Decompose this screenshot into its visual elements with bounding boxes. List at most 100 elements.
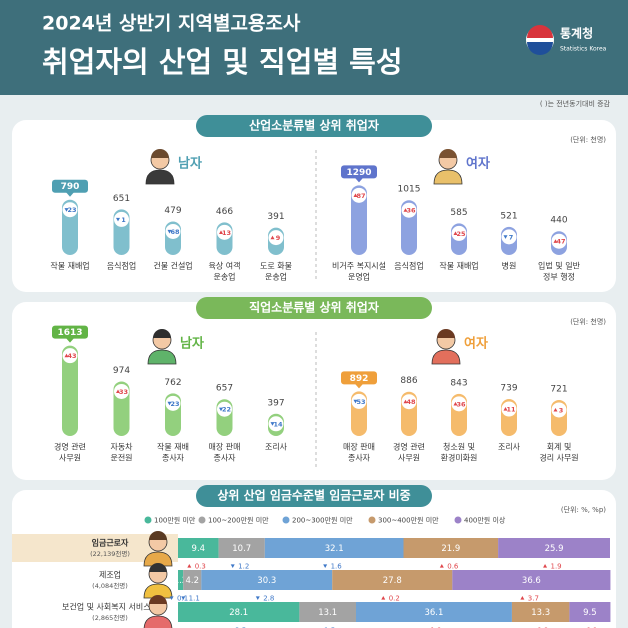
segment-label: 25.9: [545, 544, 564, 554]
change-arrow: [353, 193, 358, 197]
value-label: 657: [216, 384, 233, 394]
category-label: 입법 및 일반: [538, 261, 581, 271]
change-label: 3.5: [235, 627, 246, 628]
change-badge: [551, 402, 567, 418]
segment-label: 1.2: [174, 576, 188, 586]
change-arrow: [503, 235, 508, 239]
category-label: 정부 행정: [543, 272, 575, 282]
value-label: 440: [550, 216, 567, 226]
change-badge: [401, 202, 417, 218]
value-label: 391: [267, 212, 284, 222]
change-badge: [217, 401, 232, 417]
category-label: 조리사: [265, 443, 288, 452]
value-label: 790: [61, 182, 80, 192]
change-label: 1.1: [189, 595, 200, 603]
change-label: 1.5: [324, 627, 335, 628]
change-label: 48: [406, 398, 416, 406]
change-label: 7: [509, 233, 514, 241]
change-label: 13: [222, 229, 231, 237]
segment-label: 21.9: [441, 544, 460, 554]
bar-segment: [264, 538, 404, 558]
person-hair: [149, 595, 167, 604]
change-label: 3: [559, 406, 564, 414]
segment-label: 30.3: [257, 576, 276, 586]
change-arrow: [543, 564, 548, 568]
person-hair: [437, 329, 455, 338]
logo-text-en: Statistics Korea: [560, 46, 607, 53]
change-arrow: [439, 564, 444, 568]
change-arrow: [353, 399, 358, 404]
category-label: 도로 화물: [260, 262, 292, 271]
row-note: (22,139천명): [90, 549, 130, 558]
category-label: 음식점업: [107, 261, 136, 271]
change-label: 1.6: [331, 563, 343, 571]
person-hair: [151, 149, 169, 158]
person-hair: [153, 329, 171, 338]
bar-segment: [201, 570, 333, 590]
category-label: 사무원: [59, 454, 81, 463]
row-note: (4,084천명): [92, 581, 128, 590]
section-card: [12, 120, 616, 292]
row-label: 임금근로자: [92, 538, 129, 548]
category-label: 운전원: [110, 453, 132, 463]
category-label: 작물 재배: [157, 442, 189, 452]
gender-label: 남자: [178, 156, 202, 172]
change-arrow: [167, 229, 172, 234]
legend-swatch: [368, 516, 376, 524]
change-label: 0.3: [195, 563, 206, 571]
segment-label: 4.2: [185, 576, 199, 586]
bar-segment: [299, 602, 356, 622]
change-arrow: [270, 422, 275, 426]
change-arrow: [181, 596, 186, 600]
value-label: 739: [500, 384, 517, 394]
change-label: 36: [406, 207, 416, 215]
section-title-pill: [196, 485, 432, 507]
category-label: 자동차: [110, 443, 133, 452]
category-label: 경리 사무원: [539, 453, 578, 463]
change-arrow: [169, 596, 174, 600]
category-label: 작물 재배업: [439, 261, 478, 271]
change-badge: [501, 401, 517, 417]
header-subtitle: 2024년 상반기 지역별고용조사: [42, 13, 301, 35]
change-badge: [501, 229, 517, 245]
change-arrow: [116, 389, 120, 394]
change-badge: [62, 348, 78, 364]
change-arrow: [453, 401, 458, 406]
value-bubble-tip: [66, 338, 74, 343]
category-label: 환경미화원: [441, 453, 478, 463]
gender-label: 남자: [180, 336, 204, 352]
category-label: 매장 판매: [343, 442, 375, 452]
section-title: 산업소분류별 상위 취업자: [249, 118, 379, 133]
bar-segment: [183, 570, 202, 590]
header-title: 취업자의 산업 및 직업별 특성: [42, 45, 403, 79]
legend-label: 200~300만원 미만: [292, 516, 353, 525]
change-arrow: [453, 231, 458, 236]
value-label: 1613: [57, 328, 82, 338]
legend-label: 100~200만원 미만: [208, 516, 269, 525]
category-label: 회계 및: [547, 442, 572, 452]
category-label: 음식점업: [394, 261, 423, 271]
segment-label: 36.1: [424, 608, 443, 618]
row-label: 보건업 및 사회복지 서비스업: [62, 602, 158, 612]
change-badge: [451, 396, 467, 412]
value-bubble: [52, 325, 88, 339]
value-bubble-tip: [355, 177, 363, 183]
bar-segment: [452, 570, 611, 590]
value-bubble-tip: [66, 192, 74, 197]
category-label: 종사자: [213, 454, 236, 463]
value-bubble-tip: [355, 383, 363, 389]
change-arrow: [230, 564, 235, 568]
person-body: [147, 349, 177, 365]
value-label: 721: [550, 384, 567, 394]
category-label: 사무원: [398, 454, 420, 463]
change-label: 23: [67, 206, 76, 214]
segment-label: 27.8: [383, 576, 402, 586]
value-bubble: [341, 165, 377, 179]
change-badge: [268, 230, 284, 246]
change-arrow: [219, 230, 223, 234]
bar-segment: [569, 602, 611, 622]
legend-label: 300~400만원 미만: [378, 516, 439, 525]
note: ( )는 전년동기대비 증감: [540, 99, 611, 108]
change-badge: [551, 233, 567, 249]
category-label: 운영업: [348, 272, 370, 282]
